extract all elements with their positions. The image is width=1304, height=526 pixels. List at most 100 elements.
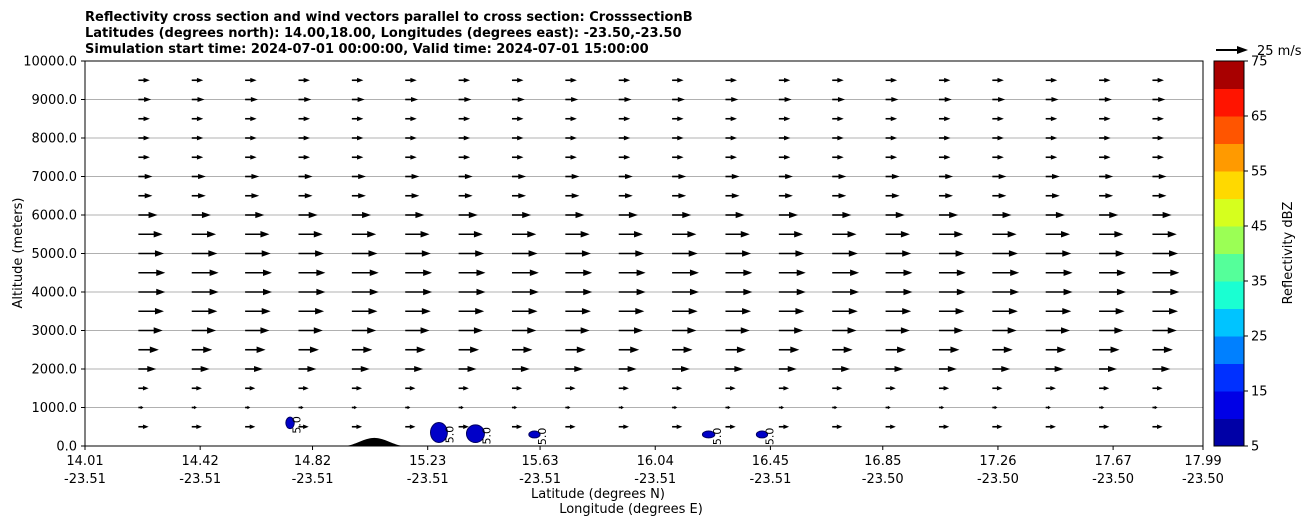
wind-vector-head — [943, 386, 950, 391]
wind-vector-head — [522, 211, 532, 219]
wind-vector-head — [468, 211, 478, 219]
wind-vector-head — [1051, 97, 1059, 102]
wind-vector-head — [740, 327, 750, 334]
wind-vector-head — [357, 116, 364, 122]
x-tick-label-lat: 17.67 — [1095, 454, 1132, 469]
wind-vector-head — [687, 231, 697, 238]
wind-vector-head — [463, 424, 469, 429]
wind-vector-head — [783, 424, 790, 429]
wind-vector-head — [1063, 288, 1073, 296]
wind-vector-head — [1161, 366, 1171, 372]
wind-vector-head — [636, 269, 646, 276]
wind-vector-head — [580, 231, 590, 238]
wind-vector-head — [1054, 366, 1064, 372]
wind-vector-head — [743, 269, 753, 276]
wind-vector-head — [1007, 327, 1017, 334]
wind-vector-head — [784, 97, 792, 102]
wind-vector-head — [476, 269, 486, 276]
wind-vector-head — [1169, 250, 1179, 257]
wind-vector-head — [734, 366, 744, 372]
wind-vector-head — [837, 135, 844, 141]
wind-vector-head — [943, 424, 950, 429]
y-tick-label: 1000.0 — [32, 401, 78, 416]
wind-vector-head — [357, 135, 364, 141]
title-line-2: Latitudes (degrees north): 14.00,18.00, … — [85, 26, 682, 41]
wind-vector-head — [208, 250, 218, 257]
wind-vector-head — [251, 173, 260, 180]
wind-vector-head — [636, 288, 646, 296]
wind-vector-head — [1157, 77, 1164, 83]
colorbar-tick-label: 5 — [1251, 440, 1259, 455]
wind-vector-head — [676, 424, 683, 429]
wind-vector-head — [196, 386, 202, 391]
wind-vector-head — [730, 135, 737, 141]
wind-vector-head — [623, 154, 631, 160]
wind-vector-head — [303, 116, 311, 122]
wind-vector-head — [411, 193, 420, 199]
wind-vector-head — [794, 231, 804, 238]
colorbar-tick-label: 15 — [1251, 385, 1268, 400]
wind-vector-head — [517, 135, 524, 141]
reflectivity-cell — [465, 424, 485, 444]
wind-vector-head — [315, 250, 325, 257]
wind-vector-head — [689, 269, 699, 276]
wind-vector-head — [1103, 386, 1110, 391]
wind-vector-head — [304, 173, 313, 180]
wind-vector-head — [677, 116, 684, 122]
wind-vector-head — [144, 173, 153, 180]
wind-vector-head — [784, 77, 791, 83]
wind-vector-head — [194, 405, 197, 410]
wind-vector-head — [994, 405, 998, 410]
wind-vector-head — [1116, 288, 1126, 296]
wind-vector-head — [1169, 308, 1179, 315]
wind-vector-head — [196, 135, 204, 141]
wind-vector-head — [735, 211, 745, 219]
wind-vector-head — [956, 288, 966, 296]
wind-vector-head — [1103, 424, 1110, 429]
wind-vector-head — [475, 308, 485, 315]
wind-vector-head — [142, 386, 149, 391]
wind-vector-head — [897, 346, 907, 353]
wind-vector-head — [464, 173, 473, 180]
wind-vector-head — [850, 269, 860, 276]
wind-vector-head — [583, 288, 593, 296]
wind-vector-head — [1007, 231, 1017, 238]
wind-vector-head — [250, 135, 257, 141]
wind-vector-head — [303, 135, 311, 141]
contour-label: 5.0 — [764, 428, 777, 446]
wind-vector-head — [460, 405, 464, 410]
terrain-profile — [343, 437, 406, 446]
wind-vector-head — [674, 405, 678, 410]
wind-vector-head — [209, 269, 219, 276]
wind-vector-head — [903, 269, 913, 276]
wind-vector-head — [407, 405, 411, 410]
wind-vector-head — [996, 386, 1003, 391]
colorbar-segment — [1214, 281, 1244, 309]
wind-vector-head — [1104, 97, 1112, 102]
wind-vector-head — [841, 366, 851, 372]
wind-vector-head — [303, 154, 311, 160]
wind-vector-head — [516, 424, 523, 429]
wind-vector-head — [890, 424, 896, 429]
wind-vector-head — [836, 424, 843, 429]
wind-vector-head — [570, 135, 577, 141]
wind-vector-head — [997, 154, 1004, 160]
wind-vector-head — [367, 327, 377, 334]
wind-vector-head — [785, 193, 793, 199]
wind-vector-head — [731, 193, 740, 199]
wind-vector-head — [688, 308, 698, 315]
y-tick-label: 4000.0 — [32, 286, 78, 301]
x-tick-label-lat: 15.63 — [521, 454, 558, 469]
wind-vector-head — [410, 116, 417, 122]
wind-vector-head — [363, 346, 373, 353]
wind-vector-head — [902, 308, 912, 315]
wind-vector-head — [789, 211, 799, 219]
wind-vector-head — [473, 327, 483, 334]
wind-vector-head — [730, 386, 736, 391]
wind-vector-head — [1114, 231, 1124, 238]
x-tick-label-lat: 14.42 — [182, 454, 219, 469]
wind-vector-head — [944, 97, 952, 102]
wind-vector-head — [784, 116, 791, 122]
wind-vector-head — [567, 405, 571, 410]
